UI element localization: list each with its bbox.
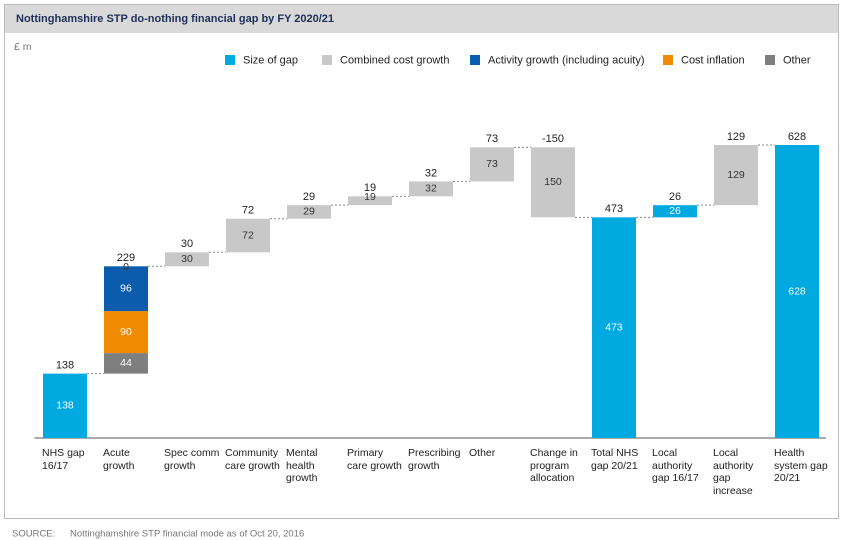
x-tick-label: Local authority gap increase	[713, 447, 754, 497]
segment-label: 29	[303, 206, 315, 218]
total-label: 229	[117, 252, 135, 264]
segment-label: 96	[120, 282, 132, 294]
bar-segment	[775, 145, 819, 438]
bar-segment	[43, 373, 87, 438]
legend-swatch	[470, 55, 480, 65]
segment-label: 90	[120, 326, 132, 338]
x-tick-label: NHS gap 16/17	[42, 447, 85, 472]
bar-segment	[104, 311, 148, 354]
y-axis-label: £ m	[14, 41, 32, 53]
x-tick-label: Acute growth	[103, 447, 135, 472]
total-label: 29	[303, 191, 315, 203]
segment-label: 26	[669, 205, 681, 217]
total-label: 32	[425, 167, 437, 179]
segment-label: 129	[727, 169, 745, 181]
frame	[4, 4, 839, 519]
total-label: 129	[727, 131, 745, 143]
chart-title: Nottinghamshire STP do-nothing financial…	[16, 13, 334, 25]
segment-label: 473	[605, 321, 623, 333]
bar-segment	[226, 218, 270, 253]
total-label: 473	[605, 203, 623, 215]
bar-segment	[470, 147, 514, 182]
bar-segment	[104, 353, 148, 374]
segment-label: 72	[242, 229, 254, 241]
title-bar	[5, 5, 838, 33]
bar-segment	[592, 217, 636, 438]
total-label: 628	[788, 131, 806, 143]
bar-segment	[653, 205, 697, 218]
x-tick-label: Prescribing growth	[408, 447, 461, 472]
segment-label: 628	[788, 285, 806, 297]
total-label: 26	[669, 191, 681, 203]
bar-segment	[409, 181, 453, 197]
total-label: -150	[542, 133, 564, 145]
legend-label: Activity growth (including acuity)	[488, 54, 645, 66]
bar-segment	[531, 147, 575, 218]
bar-segment	[104, 266, 148, 312]
legend-label: Other	[783, 54, 811, 66]
segment-label: 0	[123, 261, 129, 273]
x-tick-label: Primary care growth	[347, 447, 402, 472]
segment-label: 150	[544, 176, 562, 188]
x-tick-label: Spec comm growth	[164, 447, 220, 472]
segment-label: 19	[364, 191, 376, 203]
legend-swatch	[765, 55, 775, 65]
total-label: 73	[486, 133, 498, 145]
legend-label: Cost inflation	[681, 54, 745, 66]
x-tick-label: Mental health growth	[286, 447, 318, 484]
x-tick-label: Other	[469, 447, 496, 459]
source-label: SOURCE:	[12, 529, 55, 540]
legend-label: Combined cost growth	[340, 54, 449, 66]
x-tick-label: Local authority gap 16/17	[652, 447, 699, 484]
segment-label: 32	[425, 183, 437, 195]
x-tick-label: Health system gap 20/21	[774, 447, 828, 484]
bar-segment	[165, 252, 209, 267]
segment-label: 138	[56, 400, 74, 412]
x-tick-label: Total NHS gap 20/21	[591, 447, 639, 472]
bar-segment	[287, 205, 331, 219]
total-label: 72	[242, 205, 254, 217]
source-text: Nottinghamshire STP financial mode as of…	[70, 529, 304, 540]
legend-label: Size of gap	[243, 54, 298, 66]
x-tick-label: Community care growth	[225, 447, 280, 472]
total-label: 30	[181, 238, 193, 250]
legend-swatch	[663, 55, 673, 65]
legend-swatch	[225, 55, 235, 65]
segment-label: 73	[486, 158, 498, 170]
total-label: 19	[364, 182, 376, 194]
total-label: 138	[56, 360, 74, 372]
x-tick-label: Change in program allocation	[530, 447, 578, 484]
segment-label: 30	[181, 253, 193, 265]
bar-segment	[714, 145, 758, 206]
legend-swatch	[322, 55, 332, 65]
bar-segment	[348, 196, 392, 206]
segment-label: 44	[120, 357, 132, 369]
